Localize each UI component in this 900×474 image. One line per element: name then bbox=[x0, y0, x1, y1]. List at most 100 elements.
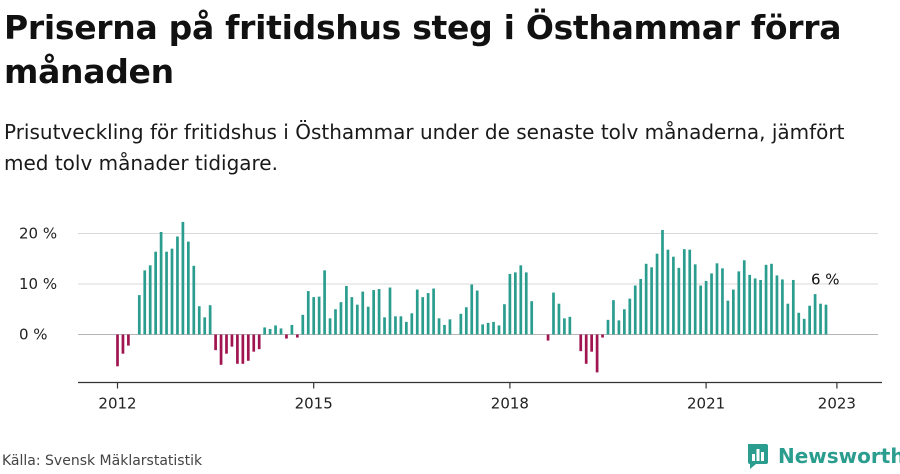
bar bbox=[339, 302, 343, 335]
bar bbox=[557, 303, 561, 335]
bar bbox=[530, 301, 534, 335]
bar bbox=[770, 263, 773, 335]
bar bbox=[655, 253, 659, 335]
bar bbox=[688, 249, 692, 335]
bar bbox=[563, 318, 566, 335]
bar bbox=[334, 309, 337, 335]
bar bbox=[519, 265, 523, 335]
bar bbox=[568, 316, 572, 335]
bar bbox=[579, 334, 583, 352]
bar bbox=[437, 318, 441, 335]
bar bbox=[394, 316, 397, 335]
bar bbox=[764, 264, 768, 335]
bar bbox=[432, 288, 435, 335]
bar bbox=[481, 324, 484, 335]
bar bbox=[644, 263, 648, 335]
bar bbox=[650, 267, 653, 335]
bar bbox=[693, 264, 697, 335]
bar bbox=[388, 287, 392, 335]
y-tick-label: 10 % bbox=[19, 275, 57, 293]
bar bbox=[742, 260, 746, 335]
bar bbox=[612, 300, 615, 335]
bar bbox=[148, 265, 152, 335]
bar bbox=[475, 290, 479, 335]
chart-title: Priserna på fritidshus steg i Östhammar … bbox=[4, 8, 842, 91]
bar bbox=[737, 271, 741, 335]
chart-subtitle: Prisutveckling för fritidshus i Östhamma… bbox=[4, 120, 845, 175]
bar bbox=[584, 334, 588, 364]
bar bbox=[154, 251, 157, 335]
y-tick-label: 20 % bbox=[19, 225, 57, 243]
bar bbox=[323, 270, 326, 335]
x-tick-label: 2023 bbox=[818, 395, 856, 413]
bar bbox=[399, 316, 403, 335]
bar bbox=[633, 285, 637, 335]
newsworthy-bar-logo-icon bbox=[748, 444, 768, 469]
bar bbox=[246, 334, 250, 361]
x-tick-label: 2018 bbox=[491, 395, 529, 413]
bar bbox=[285, 334, 288, 339]
x-tick-label: 2012 bbox=[98, 395, 136, 413]
bar bbox=[699, 285, 702, 335]
bar bbox=[230, 334, 234, 347]
bar bbox=[514, 272, 517, 335]
bar bbox=[187, 241, 190, 335]
bar bbox=[606, 319, 610, 335]
bar bbox=[786, 303, 790, 335]
bar bbox=[214, 334, 217, 351]
bar bbox=[312, 297, 316, 335]
bar bbox=[524, 272, 528, 335]
bar bbox=[797, 312, 801, 335]
bar bbox=[203, 317, 207, 335]
bar bbox=[279, 328, 283, 335]
brand-logo: Newsworthy bbox=[746, 441, 900, 471]
x-axis bbox=[78, 381, 882, 389]
bar bbox=[372, 290, 375, 335]
bar bbox=[639, 278, 643, 335]
bar bbox=[355, 304, 359, 335]
bar bbox=[492, 321, 495, 335]
tick-labels: 20 % 10 % 0 % 2012 2015 2018 2021 2023 6 % bbox=[19, 225, 856, 413]
bar bbox=[241, 334, 245, 364]
bar bbox=[274, 325, 277, 335]
bar bbox=[759, 279, 762, 335]
bar bbox=[181, 221, 185, 335]
bar bbox=[361, 291, 365, 335]
bar bbox=[715, 263, 719, 335]
bar bbox=[263, 327, 266, 335]
bar bbox=[225, 334, 228, 354]
bar bbox=[383, 317, 386, 335]
bar bbox=[366, 306, 370, 335]
x-tick-label: 2015 bbox=[295, 395, 333, 413]
bar bbox=[170, 248, 174, 335]
bar bbox=[508, 273, 512, 335]
bar bbox=[176, 236, 179, 335]
bar bbox=[464, 307, 468, 335]
bar bbox=[296, 334, 299, 338]
bar bbox=[791, 279, 795, 335]
bars bbox=[116, 221, 828, 373]
bar bbox=[781, 279, 784, 335]
bar bbox=[753, 278, 757, 335]
bar bbox=[306, 291, 310, 335]
bar bbox=[546, 334, 550, 341]
bar bbox=[405, 321, 408, 335]
bar bbox=[443, 324, 446, 335]
bar bbox=[661, 229, 664, 335]
bar bbox=[666, 249, 670, 335]
bar bbox=[677, 267, 681, 335]
bar bbox=[301, 314, 305, 335]
bar bbox=[345, 286, 348, 335]
bar bbox=[116, 334, 119, 367]
bar bbox=[426, 293, 430, 335]
bar bbox=[137, 295, 141, 335]
bar bbox=[350, 297, 354, 335]
bar bbox=[617, 320, 621, 335]
bar bbox=[503, 304, 506, 335]
bar bbox=[257, 334, 261, 350]
bar bbox=[236, 334, 239, 364]
bar bbox=[486, 322, 490, 335]
bar bbox=[143, 270, 147, 335]
bar bbox=[802, 318, 806, 335]
bar bbox=[410, 313, 414, 335]
